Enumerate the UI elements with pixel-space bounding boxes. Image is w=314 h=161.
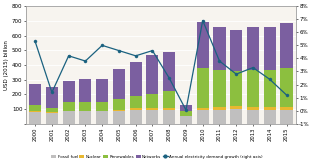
Bar	[130, 62, 142, 96]
Bar	[247, 27, 259, 70]
Bar	[46, 87, 58, 108]
Bar	[214, 107, 225, 110]
Bar	[29, 112, 41, 124]
Bar	[230, 30, 242, 71]
Bar	[46, 108, 58, 112]
Bar	[197, 110, 209, 124]
Bar	[247, 110, 259, 124]
Bar	[113, 99, 125, 110]
Bar	[180, 111, 192, 116]
Bar	[163, 91, 175, 108]
Bar	[46, 114, 58, 124]
Bar	[197, 108, 209, 110]
Bar	[146, 108, 159, 110]
Bar	[96, 79, 108, 102]
Bar	[62, 102, 75, 111]
Bar	[214, 70, 225, 107]
Bar	[230, 106, 242, 109]
Bar	[280, 68, 293, 107]
Bar	[264, 27, 276, 70]
Bar	[163, 52, 175, 91]
Bar	[264, 107, 276, 110]
Bar	[180, 116, 192, 124]
Bar	[113, 111, 125, 124]
Bar	[130, 96, 142, 108]
Bar	[214, 28, 225, 70]
Bar	[280, 107, 293, 110]
Bar	[280, 23, 293, 68]
Bar	[146, 110, 159, 124]
Bar	[62, 111, 75, 124]
Bar	[280, 110, 293, 124]
Bar	[230, 71, 242, 106]
Bar	[230, 109, 242, 124]
Legend: Fossil fuel, Nuclear, Renewables, Networks, Annual electricity demand growth (ri: Fossil fuel, Nuclear, Renewables, Networ…	[51, 155, 263, 159]
Bar	[247, 107, 259, 110]
Bar	[79, 102, 91, 111]
Bar	[29, 84, 41, 105]
Bar	[264, 70, 276, 107]
Bar	[96, 102, 108, 111]
Bar	[163, 110, 175, 124]
Bar	[79, 111, 91, 124]
Bar	[264, 110, 276, 124]
Bar	[163, 108, 175, 110]
Bar	[146, 55, 159, 94]
Bar	[62, 81, 75, 102]
Bar	[146, 94, 159, 108]
Bar	[180, 105, 192, 111]
Bar	[46, 112, 58, 114]
Bar	[113, 110, 125, 111]
Bar	[130, 110, 142, 124]
Bar	[29, 111, 41, 112]
Bar	[247, 70, 259, 107]
Bar	[79, 79, 91, 102]
Bar	[197, 68, 209, 108]
Bar	[96, 111, 108, 124]
Bar	[29, 105, 41, 111]
Bar	[130, 108, 142, 110]
Y-axis label: USD (2015) billion: USD (2015) billion	[4, 40, 9, 90]
Bar	[214, 110, 225, 124]
Bar	[113, 69, 125, 99]
Bar	[197, 22, 209, 68]
